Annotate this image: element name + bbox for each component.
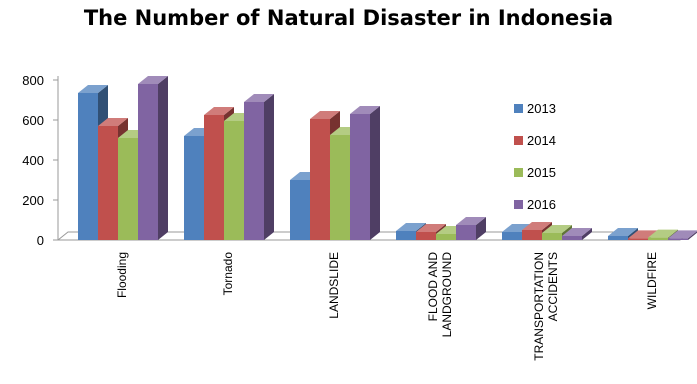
bar-front [562,236,582,240]
bar-side [688,231,697,240]
bar-front [330,135,350,240]
bar-top [310,111,340,119]
y-tick-label: 0 [37,233,44,248]
bar-front [628,238,648,240]
bar-front [204,115,224,240]
bar-top [648,229,678,238]
bar-front [244,102,264,240]
chart-title: The Number of Natural Disaster in Indone… [83,6,614,30]
bar-side [476,217,486,240]
bar-top [138,76,168,84]
bar-side [582,228,592,240]
category-labels: Flooding Tornado LANDSLIDE FLOOD ANDLANDGRO… [115,252,659,361]
legend-label: 2016 [527,197,556,212]
bar-front [648,237,668,240]
legend: 2013 2014 2015 2016 [514,101,556,212]
y-tick-label: 400 [22,153,44,168]
bar-front [118,138,138,240]
category-label: Flooding [115,252,129,298]
bar-front [310,119,330,240]
bars [78,76,697,240]
legend-item: 2013 [514,101,556,116]
bar-top [78,85,108,93]
category-label: LANDSLIDE [327,252,341,319]
bar-side [158,76,168,240]
y-axis: 0 200 400 600 800 [22,73,59,248]
bar-front [138,84,158,240]
bar-top [668,230,697,239]
bar [244,94,274,240]
category-label: TRANSPORTATIONACCIDENTS [532,252,560,361]
bar-top [456,217,486,225]
bar-top [608,228,638,236]
legend-item: 2015 [514,165,556,180]
y-tick-label: 200 [22,193,44,208]
bar-top [562,228,592,236]
bar-top [204,107,234,115]
bar-top [522,222,552,230]
bar-front [522,230,542,240]
bar-front [668,238,688,240]
bar-front [350,114,370,240]
bar-front [608,236,628,240]
bar-front [542,233,562,240]
bar [562,228,592,240]
legend-label: 2015 [527,165,556,180]
legend-label: 2013 [527,101,556,116]
bar-front [436,234,456,240]
bar-side [370,106,380,240]
category-label: Tornado [221,252,235,296]
bar-top [350,106,380,114]
bar [668,230,697,240]
bar-top [396,223,426,231]
legend-item: 2014 [514,133,556,148]
bar-front [98,126,118,240]
bar-front [290,180,310,240]
bar [138,76,168,240]
legend-label: 2014 [527,133,556,148]
legend-swatch [514,200,523,209]
bar-side [264,94,274,240]
bar-front [184,136,204,240]
bar-front [224,121,244,240]
legend-swatch [514,104,523,113]
category-label: FLOOD ANDLANDGROUND [426,252,454,338]
bar-front [78,93,98,240]
legend-swatch [514,168,523,177]
bar [456,217,486,240]
bar-front [502,232,522,240]
bar-top [244,94,274,102]
y-tick-label: 800 [22,73,44,88]
bar [350,106,380,240]
legend-swatch [514,136,523,145]
legend-item: 2016 [514,197,556,212]
bar-front [456,225,476,240]
bar-front [396,231,416,240]
category-label: WILDFIRE [645,252,659,309]
y-tick-label: 600 [22,113,44,128]
bar-top [98,118,128,126]
bar-front [416,232,436,240]
bar-top [416,224,446,232]
bar-top [542,225,572,233]
